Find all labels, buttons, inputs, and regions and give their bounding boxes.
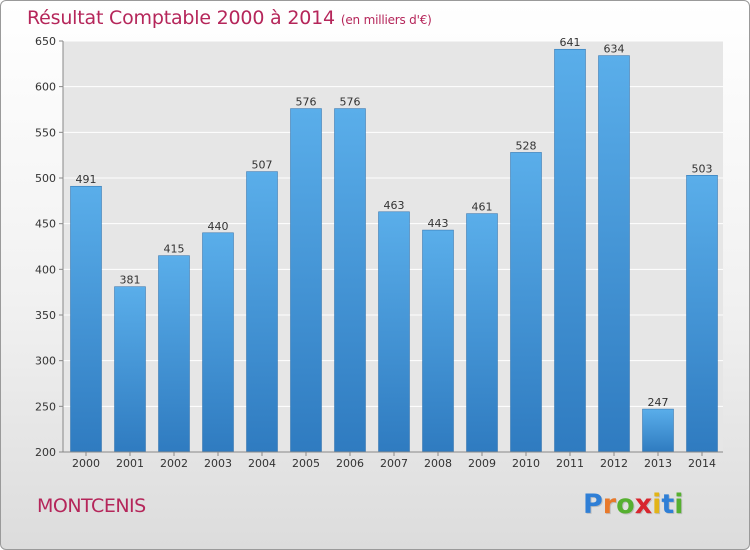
x-tick-label: 2006 (336, 457, 364, 470)
bar-2010 (510, 152, 542, 453)
x-tick-label: 2008 (424, 457, 452, 470)
x-tick-label: 2012 (600, 457, 628, 470)
bar-2007 (378, 211, 410, 453)
x-tick-label: 2004 (248, 457, 276, 470)
data-label-2006: 576 (340, 96, 361, 109)
y-tick-label: 550 (35, 126, 56, 139)
data-label-2009: 461 (472, 201, 493, 214)
x-tick-label: 2001 (116, 457, 144, 470)
x-tick-label: 2010 (512, 457, 540, 470)
y-tick-label: 400 (35, 263, 56, 276)
y-tick-label: 300 (35, 355, 56, 368)
bar-2006 (334, 108, 366, 453)
place-name: MONTCENIS (37, 495, 146, 517)
bar-2003 (202, 232, 234, 453)
chart-subtitle: (en milliers d'€) (340, 13, 432, 27)
bar-2000 (70, 185, 102, 453)
data-label-2010: 528 (516, 139, 537, 152)
y-tick-label: 250 (35, 400, 56, 413)
logo-letter: i (674, 489, 684, 520)
x-tick-label: 2005 (292, 457, 320, 470)
y-tick-label: 450 (35, 218, 56, 231)
logo-letter: x (634, 489, 653, 520)
y-tick-label: 650 (35, 35, 56, 48)
chart-title: Résultat Comptable 2000 à 2014 (en millie… (27, 7, 432, 29)
x-tick-label: 2011 (556, 457, 584, 470)
proxiti-logo[interactable]: Proxiti (583, 489, 684, 520)
data-label-2000: 491 (76, 173, 97, 186)
bar-2009 (466, 213, 498, 453)
x-axis: 2000 2001 2002 2003 2004 2005 2006 2007 2008 2009… (63, 451, 723, 470)
logo-letter: r (602, 489, 617, 520)
data-label-2001: 381 (120, 274, 141, 287)
data-label-2003: 440 (208, 220, 229, 233)
data-label-2004: 507 (252, 159, 273, 172)
x-tick-label: 2002 (160, 457, 188, 470)
logo-letter: o (616, 489, 635, 520)
data-label-2011: 641 (560, 36, 581, 49)
bar-2011 (554, 48, 586, 453)
data-label-2007: 463 (384, 199, 405, 212)
bar-2008 (422, 229, 454, 453)
logo-letter: P (583, 489, 603, 520)
bars: 491 381 415 440 507 576 576 463 443 461 528 641 634 2… (70, 36, 718, 453)
x-tick-label: 2009 (468, 457, 496, 470)
logo-letter: i (652, 489, 662, 520)
bar-2014 (686, 175, 718, 453)
data-label-2005: 576 (296, 96, 317, 109)
y-tick-label: 350 (35, 309, 56, 322)
bar-2002 (158, 255, 190, 453)
data-label-2008: 443 (428, 217, 449, 230)
y-axis: 200 250 300 350 400 450 500 550 600 650 (35, 35, 64, 459)
data-label-2012: 634 (604, 43, 625, 56)
bar-2005 (290, 108, 322, 453)
x-tick-label: 2007 (380, 457, 408, 470)
logo-letter: t (661, 489, 675, 520)
data-label-2013: 247 (648, 396, 669, 409)
y-tick-label: 500 (35, 172, 56, 185)
data-label-2014: 503 (692, 162, 713, 175)
bar-2012 (598, 55, 630, 453)
x-tick-label: 2003 (204, 457, 232, 470)
y-tick-label: 200 (35, 446, 56, 459)
x-tick-label: 2014 (688, 457, 716, 470)
data-label-2002: 415 (164, 243, 185, 256)
bar-2013 (642, 408, 674, 453)
y-tick-label: 600 (35, 81, 56, 94)
bar-2001 (114, 286, 146, 453)
x-tick-label: 2013 (644, 457, 672, 470)
x-tick-label: 2000 (72, 457, 100, 470)
bar-2004 (246, 171, 278, 453)
